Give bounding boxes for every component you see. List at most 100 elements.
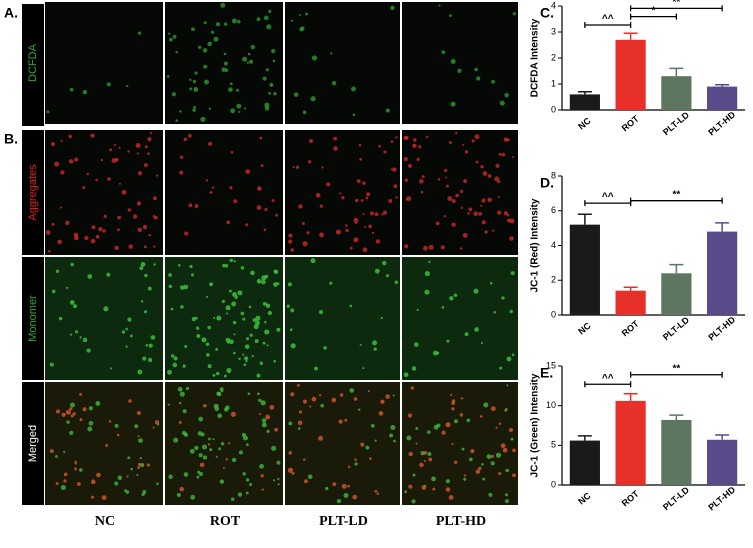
error-bar xyxy=(715,84,730,87)
significance-bracket xyxy=(584,381,632,388)
cell xyxy=(127,456,131,460)
x-tick-label: PLT-HD xyxy=(706,484,737,512)
bar xyxy=(707,439,738,485)
cell xyxy=(258,413,261,416)
cell xyxy=(250,270,255,276)
cell xyxy=(182,409,187,414)
cell xyxy=(147,137,152,142)
cell xyxy=(339,393,344,397)
cell xyxy=(259,463,264,469)
cell xyxy=(491,79,496,84)
cell xyxy=(143,245,147,249)
cell xyxy=(230,150,234,154)
cell xyxy=(208,437,211,441)
cell xyxy=(274,427,279,432)
column-label: NC xyxy=(95,514,115,529)
cell xyxy=(224,68,229,72)
cell xyxy=(451,442,454,445)
cell xyxy=(355,221,358,224)
cell xyxy=(229,186,233,190)
cell xyxy=(201,337,207,343)
cell xyxy=(136,473,139,477)
cell xyxy=(268,9,272,13)
cell xyxy=(173,356,178,361)
cell xyxy=(461,447,465,451)
cell xyxy=(406,435,412,441)
cell xyxy=(167,403,170,406)
cell xyxy=(192,79,197,84)
cell xyxy=(183,432,188,437)
cell xyxy=(69,87,74,92)
micrograph xyxy=(402,257,518,380)
cell xyxy=(110,367,113,370)
cell xyxy=(403,157,408,162)
cell xyxy=(509,309,513,314)
cell xyxy=(176,493,181,497)
cell xyxy=(295,165,300,169)
cell xyxy=(480,341,484,345)
cell xyxy=(511,353,515,357)
cell xyxy=(353,237,359,243)
cell xyxy=(100,158,103,162)
cell xyxy=(349,246,353,250)
cell xyxy=(210,30,215,34)
cell xyxy=(309,405,312,408)
cell xyxy=(65,409,71,415)
cell xyxy=(194,71,198,75)
cell xyxy=(451,399,456,403)
cell xyxy=(321,166,324,169)
cell xyxy=(450,58,456,65)
cell xyxy=(333,136,338,141)
bar xyxy=(569,224,600,315)
cell xyxy=(193,86,199,92)
cell xyxy=(291,471,295,475)
cell xyxy=(451,407,455,411)
cell xyxy=(225,312,229,315)
cell xyxy=(487,197,493,203)
cell xyxy=(509,218,515,224)
cell xyxy=(196,333,201,338)
cell xyxy=(374,268,380,274)
y-tick-label: 2 xyxy=(551,52,556,62)
cell xyxy=(403,372,409,378)
cell xyxy=(205,295,209,299)
cell xyxy=(189,264,193,269)
significance-label: ** xyxy=(672,0,680,8)
cell xyxy=(358,408,361,412)
cell xyxy=(207,443,211,446)
bar xyxy=(569,94,600,110)
cell xyxy=(311,396,317,402)
micrograph xyxy=(402,2,518,124)
row-label: Merged xyxy=(27,425,39,462)
cell xyxy=(374,439,377,442)
cell xyxy=(143,310,148,314)
cell xyxy=(166,75,170,78)
cell xyxy=(215,347,219,351)
cell xyxy=(144,145,148,149)
cell xyxy=(301,221,305,225)
cell xyxy=(70,262,74,267)
cell xyxy=(424,270,430,277)
cell xyxy=(257,392,260,396)
cell xyxy=(445,184,449,188)
error-bar xyxy=(669,67,684,77)
cell xyxy=(425,135,429,139)
cell xyxy=(486,454,492,459)
cell xyxy=(226,367,232,373)
cell xyxy=(95,234,100,239)
cell xyxy=(462,143,465,147)
cell xyxy=(84,235,89,241)
cell xyxy=(224,263,229,268)
cell xyxy=(299,27,304,32)
cell xyxy=(244,344,250,349)
cell xyxy=(307,160,312,164)
cell xyxy=(482,477,486,481)
error-bar xyxy=(669,414,684,420)
cell xyxy=(504,493,508,497)
cell xyxy=(501,296,505,300)
cell xyxy=(463,477,467,481)
cell xyxy=(487,174,492,178)
cell xyxy=(233,260,236,263)
cell xyxy=(237,290,243,296)
cell xyxy=(404,244,409,249)
